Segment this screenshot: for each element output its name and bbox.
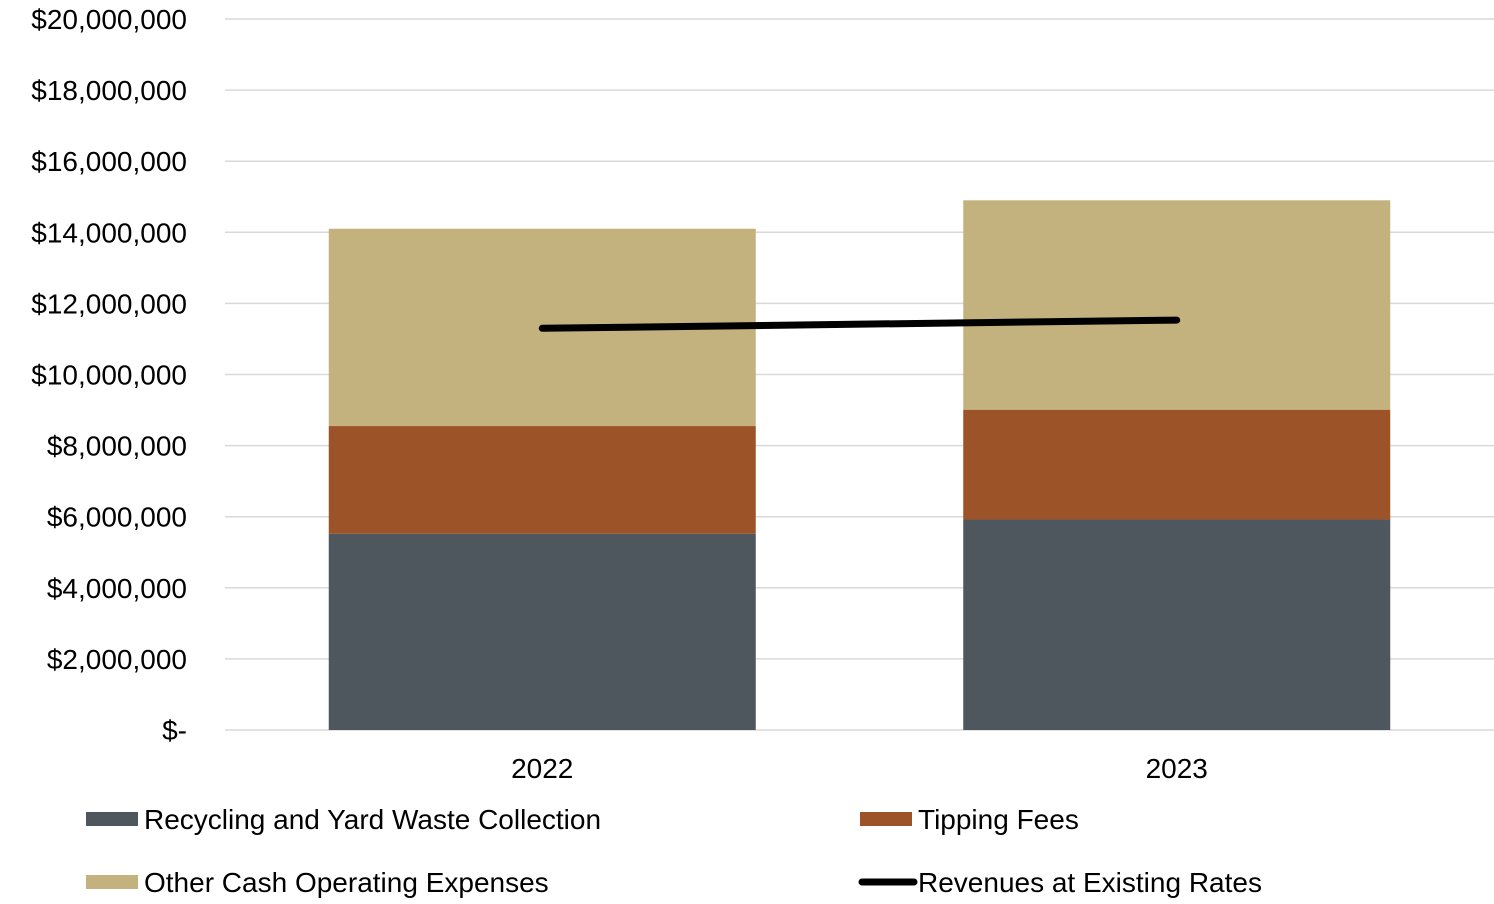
revenue-line-layer — [538, 316, 1181, 332]
y-tick-label: $10,000,000 — [31, 360, 187, 391]
legend-label: Tipping Fees — [918, 804, 1079, 835]
y-axis-tick-labels: $- $2,000,000 $4,000,000 $6,000,000 $8,000,0… — [31, 4, 187, 746]
y-tick-label: $12,000,000 — [31, 288, 187, 319]
bar-segment-other-cash-operating-expenses-2023 — [963, 200, 1391, 410]
x-tick-label: 2023 — [1146, 753, 1208, 784]
y-tick-label: $18,000,000 — [31, 75, 187, 106]
y-tick-label: $8,000,000 — [47, 431, 187, 462]
y-tick-label: $20,000,000 — [31, 4, 187, 35]
legend-swatch — [86, 875, 138, 889]
bar-segment-recycling-and-yard-waste-collection-2023 — [963, 519, 1391, 730]
y-tick-label: $16,000,000 — [31, 146, 187, 177]
legend: Recycling and Yard Waste Collection Tippi… — [86, 804, 1262, 898]
y-tick-label: $14,000,000 — [31, 217, 187, 248]
bar-segment-tipping-fees-2023 — [963, 409, 1391, 520]
legend-label: Recycling and Yard Waste Collection — [144, 804, 601, 835]
x-tick-label: 2022 — [511, 753, 573, 784]
legend-label: Other Cash Operating Expenses — [144, 867, 549, 898]
bar-segment-tipping-fees-2022 — [328, 426, 756, 534]
x-axis-tick-labels: 2022 2023 — [511, 753, 1208, 784]
legend-swatch — [860, 812, 912, 826]
y-tick-label: $- — [162, 715, 187, 746]
bars — [328, 200, 1391, 730]
legend-swatch — [86, 812, 138, 826]
bar-segment-recycling-and-yard-waste-collection-2022 — [328, 533, 756, 730]
legend-label: Revenues at Existing Rates — [918, 867, 1262, 898]
y-tick-label: $2,000,000 — [47, 644, 187, 675]
revenue-line — [538, 316, 1181, 332]
y-tick-label: $6,000,000 — [47, 502, 187, 533]
y-tick-label: $4,000,000 — [47, 573, 187, 604]
